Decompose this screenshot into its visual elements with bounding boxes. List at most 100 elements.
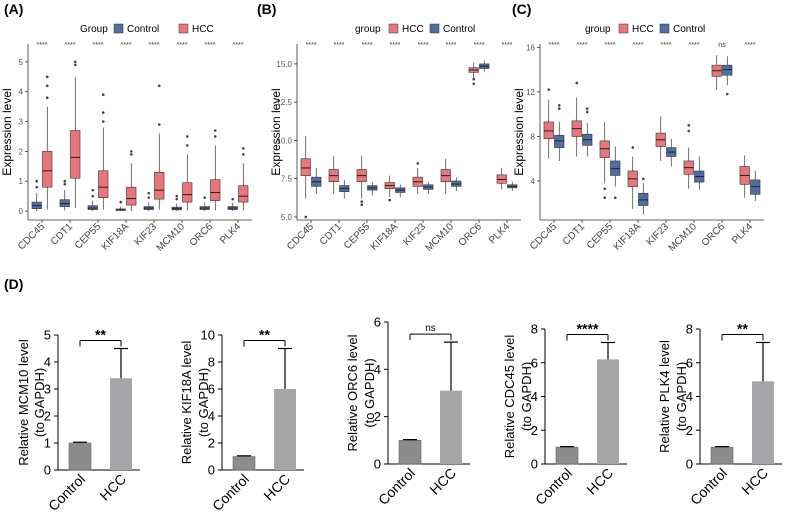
- y-tick-label-d4: 0: [531, 457, 538, 472]
- outlier-point-cdc45-control-c: [557, 103, 561, 107]
- legend-swatch-control-b: [429, 23, 440, 34]
- legend-swatch-hcc-a: [178, 23, 189, 34]
- outlier-point-cep55-control-a: [91, 194, 95, 198]
- outlier-point-kif18a-hcc-b: [388, 198, 392, 202]
- outlier-point-cdt1-hcc-a: [73, 60, 77, 64]
- bar-hcc-d1: [110, 378, 132, 470]
- y-tick-label-d2: 2: [208, 436, 215, 451]
- legend-label-control-c: Control: [673, 24, 705, 35]
- bar-hcc-d5: [752, 381, 774, 464]
- y-axis-sublabel-d5: (to GAPDH): [674, 362, 689, 431]
- y-tick-label-d4: 2: [531, 423, 538, 438]
- y-axis-label-d1: Relative MCM10 level: [16, 339, 31, 466]
- outlier-point-kif23-hcc-b: [416, 162, 420, 165]
- y-tick-label-d1: 0: [44, 463, 51, 478]
- y-tick-label-d1: 1: [44, 436, 51, 451]
- outlier-point-cdc45-control-a: [35, 179, 39, 183]
- bar-control-d3: [398, 440, 422, 465]
- y-tick-label-d4: 8: [531, 322, 538, 337]
- x-tick-label-cdc45-c: CDC45: [528, 221, 559, 252]
- significance-label-kif23-c: ****: [661, 42, 672, 49]
- significance-label-orc6-c: ns: [718, 42, 726, 49]
- outlier-point-orc6-hcc-a: [213, 135, 217, 138]
- y-tick-label-d2: 6: [208, 382, 215, 397]
- y-tick-label-d2: 10: [201, 328, 215, 343]
- legend-swatch-hcc-b: [388, 23, 399, 34]
- x-tick-label-orc6-a: ORC6: [188, 221, 216, 249]
- significance-label-cep55-a: ****: [93, 42, 104, 49]
- outlier-point-cdc45-hcc-c: [547, 88, 551, 91]
- box-kif23-hcc-a: [154, 171, 165, 200]
- legend-swatch-control-a: [113, 23, 124, 34]
- x-tick-label-control-d3: Control: [375, 465, 418, 508]
- panel-label-a: (A): [4, 1, 23, 17]
- legend-label-hcc-b: HCC: [402, 24, 424, 35]
- x-tick-label-mcm10-a: MCM10: [155, 221, 188, 254]
- y-tick-label-b: 7.5: [281, 175, 293, 184]
- legend-title-c: group: [585, 24, 611, 35]
- significance-label-d2: **: [259, 327, 270, 343]
- x-tick-label-kif18a-c: KIF18A: [612, 221, 644, 253]
- x-tick-label-control-d5: Control: [687, 465, 730, 508]
- outlier-point-mcm10-hcc-c: [687, 124, 691, 127]
- box-cdc45-hcc-c: [543, 121, 554, 139]
- y-tick-label-b: 12.5: [276, 98, 292, 107]
- y-tick-label-d1: 4: [44, 355, 51, 370]
- x-tick-label-kif18a-a: KIF18A: [100, 221, 132, 253]
- y-tick-label-d5: 8: [686, 322, 693, 337]
- outlier-point-cep55-hcc-a: [101, 93, 105, 97]
- significance-label-plk4-b: ****: [502, 42, 513, 49]
- x-tick-label-mcm10-b: MCM10: [424, 221, 457, 254]
- box-cdc45-hcc-b: [300, 158, 311, 176]
- box-cdt1-hcc-a: [70, 130, 81, 179]
- y-tick-label-c: 4: [531, 177, 536, 186]
- outlier-point-cep55-control-c: [613, 196, 617, 200]
- y-axis-sublabel-d1: (to GAPDH): [32, 368, 47, 437]
- legend-label-control-a: Control: [127, 24, 159, 35]
- x-tick-label-cdt1-b: CDT1: [318, 221, 345, 248]
- box-cdc45-hcc-a: [42, 151, 53, 188]
- outlier-point-cdt1-control-a: [63, 179, 67, 183]
- outlier-point-kif18a-control-a: [119, 200, 123, 204]
- outlier-point-orc6-control-c: [725, 92, 729, 96]
- legend-title-a: Group: [80, 24, 108, 35]
- outlier-point-cep55-control-a: [91, 188, 95, 192]
- y-tick-label-d3: 4: [374, 362, 381, 377]
- bar-control-d2: [232, 456, 256, 471]
- bar-control-d5: [710, 446, 734, 465]
- outlier-point-plk4-hcc-a: [241, 153, 245, 156]
- legend-title-b: group: [355, 24, 381, 35]
- outlier-point-kif23-hcc-a: [157, 123, 161, 126]
- y-tick-label-d3: 0: [374, 457, 381, 472]
- y-axis-label-b: Expression level: [269, 88, 283, 175]
- outlier-point-orc6-hcc-b: [472, 77, 476, 81]
- bar-control-d4: [555, 446, 579, 465]
- outlier-point-cdc45-hcc-b: [304, 215, 308, 219]
- significance-label-kif18a-b: ****: [390, 42, 401, 49]
- x-tick-label-hcc-d3: HCC: [426, 465, 459, 498]
- x-tick-label-cep55-c: CEP55: [585, 221, 615, 251]
- significance-label-cdc45-b: ****: [306, 42, 317, 49]
- box-cep55-hcc-a: [98, 170, 109, 198]
- x-tick-label-control-d2: Control: [209, 471, 252, 514]
- outlier-point-plk4-control-a: [231, 197, 235, 201]
- y-tick-label-d5: 0: [686, 457, 693, 472]
- box-kif18a-control-c: [638, 192, 649, 206]
- outlier-point-mcm10-control-a: [175, 197, 179, 201]
- outlier-point-cdc45-hcc-a: [45, 96, 49, 99]
- y-tick-label-d2: 4: [208, 409, 215, 424]
- box-plk4-hcc-a: [238, 185, 249, 203]
- significance-label-d1: **: [95, 327, 106, 343]
- y-tick-label-d3: 6: [374, 315, 381, 330]
- box-cep55-hcc-c: [599, 140, 610, 158]
- significance-label-d3: ns: [425, 323, 436, 334]
- legend-swatch-hcc-c: [618, 23, 629, 34]
- x-tick-label-kif18a-b: KIF18A: [369, 221, 401, 253]
- y-axis-sublabel-d2: (to GAPDH): [196, 368, 211, 437]
- outlier-point-mcm10-hcc-c: [687, 129, 691, 133]
- legend-label-hcc-a: HCC: [192, 24, 214, 35]
- significance-label-kif23-b: ****: [418, 42, 429, 49]
- y-tick-label-d5: 6: [686, 355, 693, 370]
- bar-hcc-d2: [274, 389, 296, 470]
